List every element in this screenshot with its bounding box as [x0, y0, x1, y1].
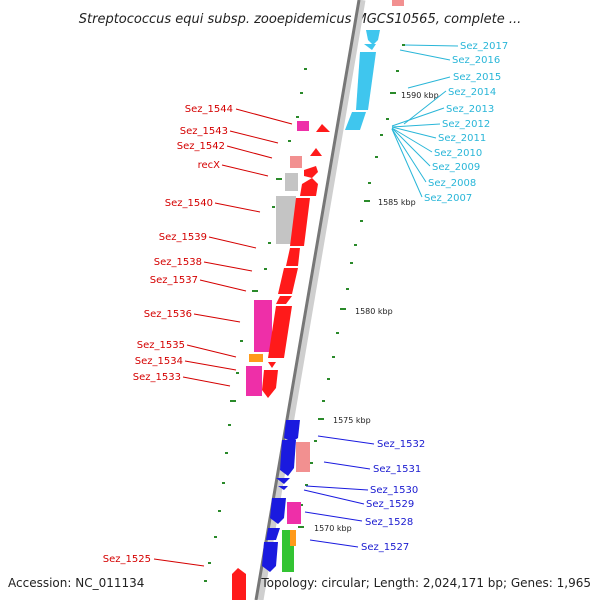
gene-label-sez-1537[interactable]: Sez_1537 — [150, 275, 198, 286]
gene-label-sez-1543[interactable]: Sez_1543 — [180, 126, 228, 137]
gene-label-sez-1533[interactable]: Sez_1533 — [133, 372, 181, 383]
gene-cyan-2[interactable] — [364, 44, 376, 50]
gene-label-sez-2008[interactable]: Sez_2008 — [428, 178, 476, 189]
gene-block-blue[interactable] — [262, 420, 310, 572]
gene-label-sez-2016[interactable]: Sez_2016 — [452, 55, 500, 66]
gene-partial-salmon[interactable] — [392, 0, 404, 6]
gene-sez-1544[interactable] — [297, 121, 309, 131]
gene-label-sez-1539[interactable]: Sez_1539 — [159, 232, 207, 243]
gene-label-sez-2011[interactable]: Sez_2011 — [438, 133, 486, 144]
gene-sez-1528[interactable] — [287, 502, 301, 524]
accession-text: Accession: NC_011134 — [8, 576, 144, 590]
scale-label-1575: 1575 kbp — [333, 416, 371, 425]
callouts-left — [153, 108, 293, 567]
gene-sez-1542[interactable] — [290, 156, 302, 168]
gene-sez-1536-arrow[interactable] — [276, 296, 292, 304]
gene-sez-1535[interactable] — [249, 354, 263, 362]
gene-label-sez-1531[interactable]: Sez_1531 — [373, 464, 421, 475]
scale-label-1590: 1590 kbp — [401, 91, 439, 100]
gene-sez-1533[interactable] — [246, 366, 262, 396]
gene-label-sez-2014[interactable]: Sez_2014 — [448, 87, 496, 98]
gene-label-sez-1532[interactable]: Sez_1532 — [377, 439, 425, 450]
gene-sez-1537[interactable] — [278, 268, 298, 294]
gene-label-sez-1534[interactable]: Sez_1534 — [135, 356, 183, 367]
gene-cyan-4[interactable] — [345, 112, 366, 130]
gene-label-sez-1528[interactable]: Sez_1528 — [365, 517, 413, 528]
gene-label-sez-2007[interactable]: Sez_2007 — [424, 193, 472, 204]
gene-blue-3[interactable] — [276, 478, 290, 484]
gene-label-sez-1527[interactable]: Sez_1527 — [361, 542, 409, 553]
gene-blue-5[interactable] — [270, 498, 286, 524]
gene-label-sez-2012[interactable]: Sez_2012 — [442, 119, 490, 130]
gene-cyan-1[interactable] — [366, 30, 380, 45]
scale-label-1580: 1580 kbp — [355, 307, 393, 316]
gene-blue-6[interactable] — [266, 528, 280, 540]
labels-right-top: Sez_2017 Sez_2016 Sez_2015 Sez_2014 Sez_… — [424, 41, 508, 204]
topology-text: Topology: circular; Length: 2,024,171 bp… — [260, 576, 591, 590]
callouts-right-bottom — [303, 435, 375, 548]
gene-label-sez-2015[interactable]: Sez_2015 — [453, 72, 501, 83]
gene-label-recx[interactable]: recX — [198, 160, 221, 171]
map-title: Streptococcus equi subsp. zooepidemicus … — [79, 12, 521, 27]
gene-sez-1543[interactable] — [316, 124, 330, 132]
gene-label-sez-1542[interactable]: Sez_1542 — [177, 141, 225, 152]
labels-left: Sez_1544 Sez_1543 Sez_1542 recX Sez_1540… — [103, 104, 233, 565]
gene-block-cyan[interactable] — [345, 0, 404, 130]
gene-label-sez-2009[interactable]: Sez_2009 — [432, 162, 480, 173]
outer-tick-row — [298, 44, 405, 528]
gene-sez-1539[interactable] — [290, 198, 310, 246]
gene-label-sez-1535[interactable]: Sez_1535 — [137, 340, 185, 351]
gene-sez-1542-arrow[interactable] — [310, 148, 322, 156]
gene-blue-4[interactable] — [278, 486, 288, 490]
gene-label-sez-2017[interactable]: Sez_2017 — [460, 41, 508, 52]
gene-blue-1[interactable] — [284, 420, 300, 442]
labels-right-bottom: Sez_1532 Sez_1531 Sez_1530 Sez_1529 Sez_… — [361, 439, 425, 553]
gene-label-sez-2013[interactable]: Sez_2013 — [446, 104, 494, 115]
gene-cyan-3[interactable] — [356, 52, 376, 110]
scale-label-1585: 1585 kbp — [378, 198, 416, 207]
gene-label-sez-1525[interactable]: Sez_1525 — [103, 554, 151, 565]
gene-label-sez-1530[interactable]: Sez_1530 — [370, 485, 418, 496]
gene-label-sez-1544[interactable]: Sez_1544 — [185, 104, 233, 115]
gene-sez-1538[interactable] — [286, 248, 300, 266]
gene-recx[interactable] — [285, 173, 298, 191]
gene-sez-1540-arrow[interactable] — [300, 178, 318, 196]
gene-sez-1536-red[interactable] — [268, 306, 292, 358]
callouts-right-top — [391, 44, 459, 198]
gene-label-sez-1538[interactable]: Sez_1538 — [154, 257, 202, 268]
gene-sez-1531[interactable] — [296, 442, 310, 472]
gene-sez-1533-red[interactable] — [262, 370, 278, 398]
gene-blue-2[interactable] — [280, 440, 296, 476]
scale-label-1570: 1570 kbp — [314, 524, 352, 533]
gene-orange[interactable] — [290, 530, 296, 546]
gene-sez-1525[interactable] — [232, 568, 246, 600]
inner-tick-row — [204, 68, 307, 582]
gene-sez-1540[interactable] — [276, 196, 296, 244]
gene-label-sez-2010[interactable]: Sez_2010 — [434, 148, 482, 159]
gene-blue-7[interactable] — [262, 542, 278, 572]
gene-sez-1534[interactable] — [268, 362, 276, 368]
gene-label-sez-1529[interactable]: Sez_1529 — [366, 499, 414, 510]
scale-labels: 1590 kbp 1585 kbp 1580 kbp 1575 kbp 1570… — [314, 91, 439, 533]
gene-recx-arrow[interactable] — [304, 166, 318, 178]
gene-label-sez-1540[interactable]: Sez_1540 — [165, 198, 213, 209]
gene-sez-1536[interactable] — [254, 300, 272, 352]
gene-block-red[interactable] — [232, 121, 330, 600]
gene-label-sez-1536[interactable]: Sez_1536 — [144, 309, 192, 320]
